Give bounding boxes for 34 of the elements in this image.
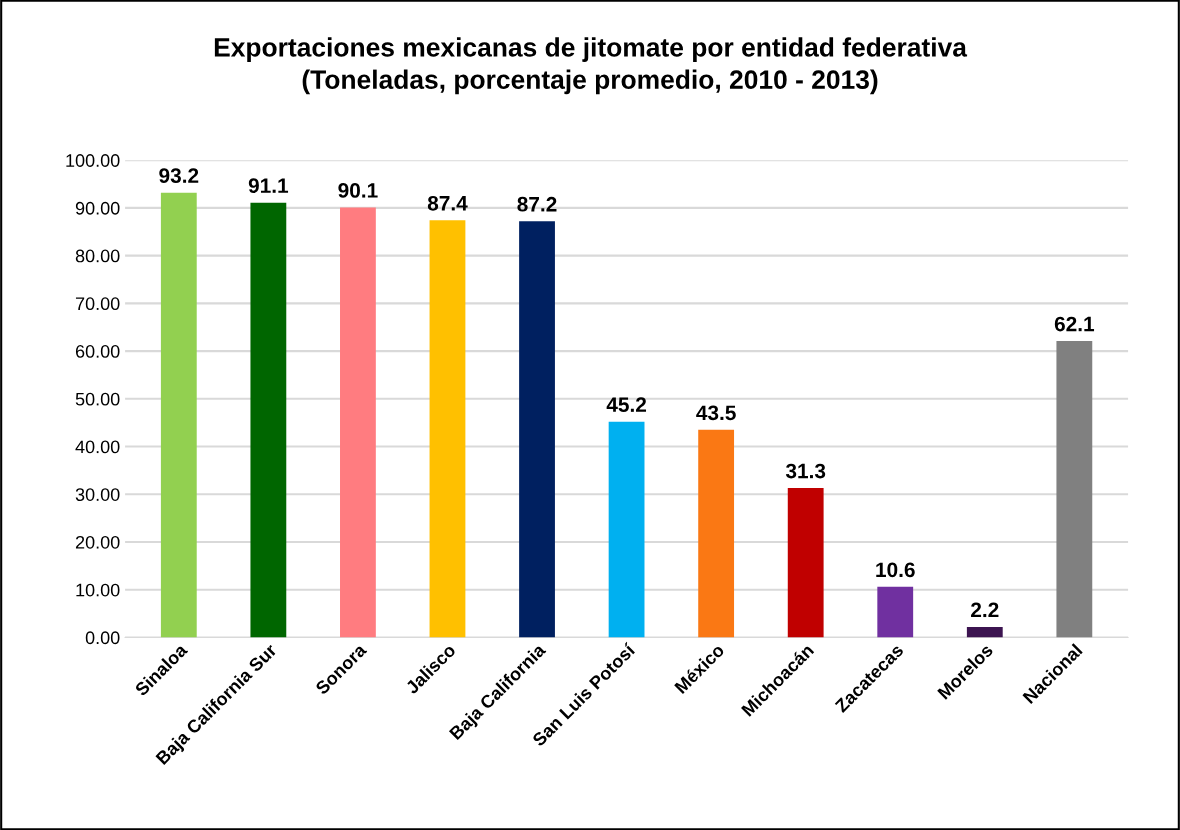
y-tick-label: 70.00 [75,297,120,311]
data-label: 62.1 [1054,316,1095,332]
data-label: 2.2 [971,602,999,618]
y-tick-label: 20.00 [75,535,120,549]
y-tick-label: 100.00 [66,154,120,167]
y-tick-label: 90.00 [75,201,120,215]
bar [519,221,555,638]
bar [429,220,466,638]
data-label: 87.4 [427,195,468,211]
y-tick-label: 50.00 [75,392,120,406]
chart-title: Exportaciones mexicanas de jitomate por entidad federativa (Toneladas, porcentaje promedio, 2010 - 2013) [214,37,968,95]
data-label: 31.3 [785,463,826,479]
data-label: 91.1 [248,178,289,193]
y-tick-label: 0.00 [85,631,120,645]
data-label: 45.2 [606,397,647,413]
bar [787,488,824,638]
bar [698,429,735,638]
bar [340,207,376,638]
bar [160,192,197,638]
data-label: 90.1 [338,183,378,198]
bar [1056,341,1093,638]
data-label: 87.2 [517,196,557,212]
bar [877,586,914,638]
data-label: 10.6 [876,562,915,578]
y-tick-label: 30.00 [75,488,120,501]
y-tick-label: 10.00 [76,583,120,597]
y-tick-label: 80.00 [75,249,120,263]
bar [966,626,1003,638]
data-label: 43.5 [696,405,736,421]
bar [250,202,287,638]
bar [608,421,645,638]
y-tick-label: 40.00 [75,440,120,454]
data-label: 93.2 [159,168,199,183]
y-tick-label: 60.00 [75,345,120,358]
